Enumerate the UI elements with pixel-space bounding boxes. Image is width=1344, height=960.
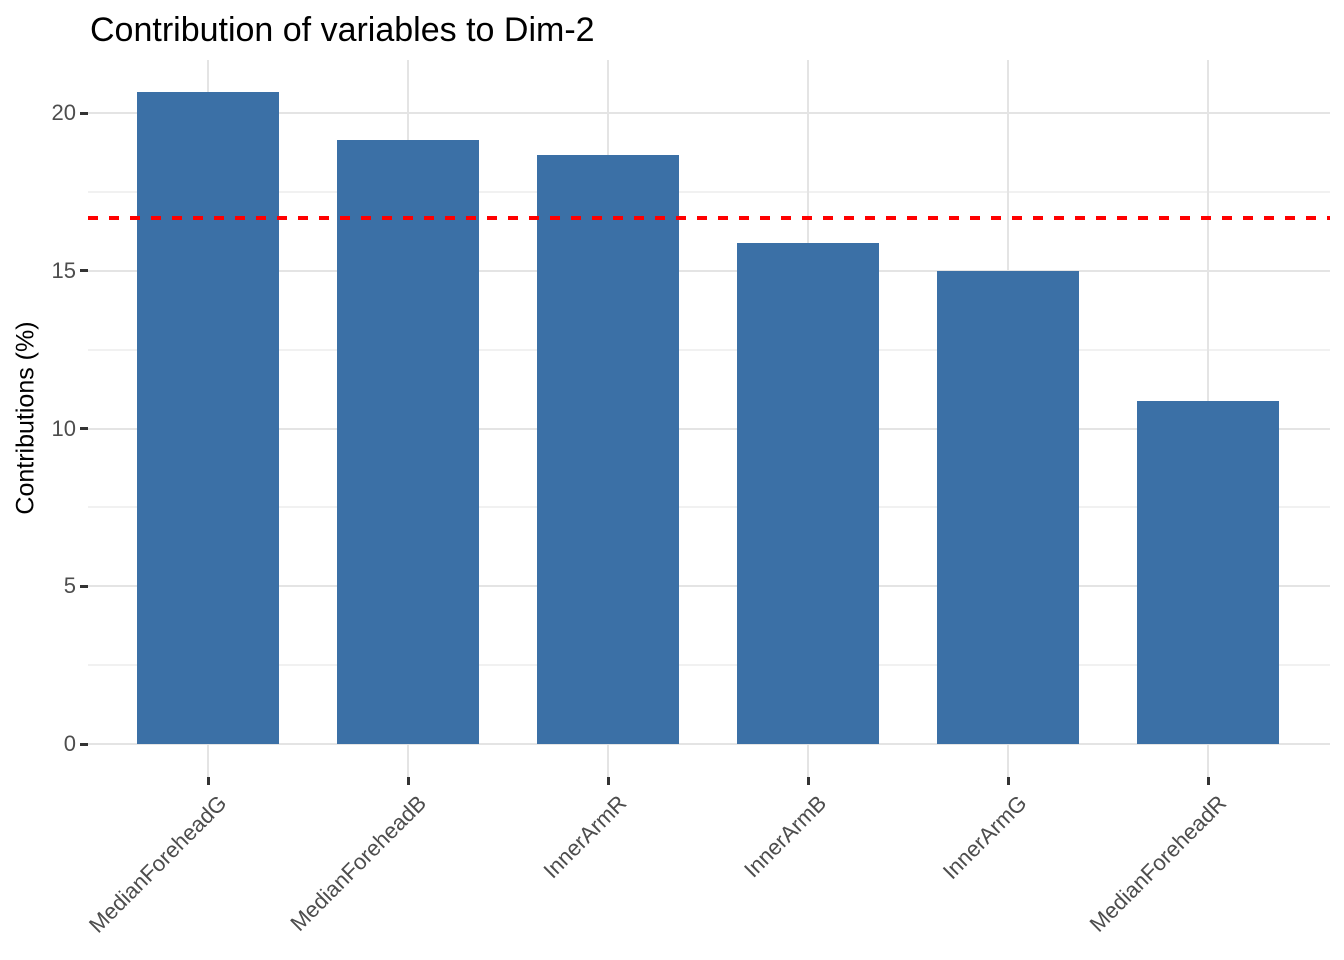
x-tick-label: MedianForeheadR (1084, 790, 1232, 937)
y-major-gridline (88, 427, 1330, 430)
x-tick-mark (1206, 777, 1210, 785)
y-minor-gridline (88, 191, 1330, 194)
y-tick-mark (80, 269, 88, 273)
y-minor-gridline (88, 506, 1330, 509)
y-major-gridline (88, 112, 1330, 115)
y-tick-mark (80, 427, 88, 431)
x-tick-label: InnerArmR (538, 790, 632, 884)
x-tick-label: InnerArmB (739, 790, 832, 883)
x-tick-label: MedianForeheadB (285, 790, 432, 936)
x-tick-mark (206, 777, 210, 785)
bar-MedianForeheadG (137, 92, 280, 744)
y-major-gridline (88, 743, 1330, 745)
x-tick-mark (406, 777, 410, 785)
bar-MedianForeheadR (1137, 400, 1280, 744)
x-tick-label: InnerArmG (937, 790, 1032, 885)
bar-InnerArmB (737, 243, 880, 744)
y-tick-label: 15 (51, 257, 76, 283)
y-tick-mark (80, 584, 88, 588)
y-major-gridline (88, 269, 1330, 272)
bar-InnerArmR (537, 155, 680, 744)
x-tick-mark (806, 777, 810, 785)
y-minor-gridline (88, 348, 1330, 351)
bar-MedianForeheadB (337, 140, 480, 744)
y-tick-label: 10 (51, 415, 76, 441)
y-major-gridline (88, 585, 1330, 588)
chart-title: Contribution of variables to Dim-2 (90, 11, 595, 49)
y-tick-mark (80, 742, 88, 746)
bar-InnerArmG (937, 270, 1080, 744)
y-tick-label: 20 (51, 100, 76, 126)
y-tick-label: 5 (63, 573, 76, 599)
x-tick-label: MedianForeheadG (83, 790, 232, 938)
x-tick-mark (1006, 777, 1010, 785)
y-tick-mark (80, 111, 88, 115)
y-minor-gridline (88, 664, 1330, 667)
y-tick-label: 0 (63, 731, 76, 756)
reference-line (88, 216, 1330, 221)
x-tick-mark (606, 777, 610, 785)
